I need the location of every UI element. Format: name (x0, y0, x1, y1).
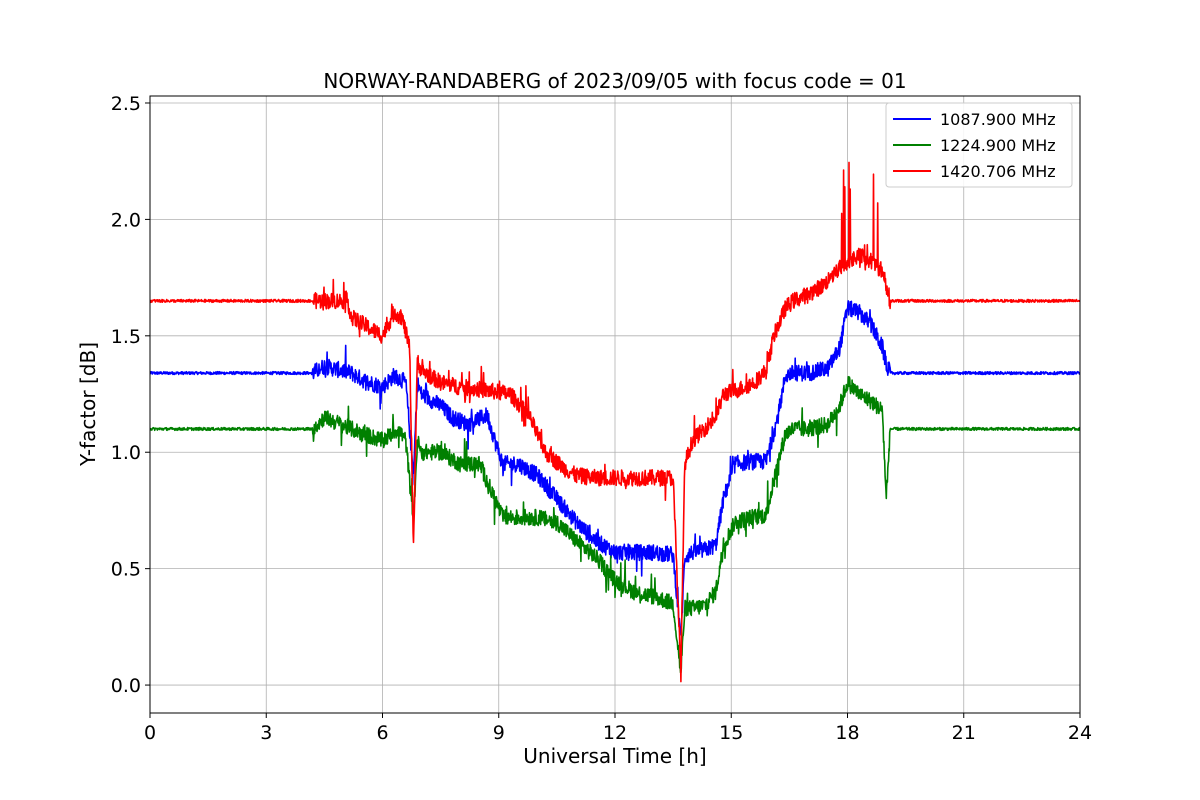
y-tick-label: 0.0 (111, 675, 141, 697)
x-tick-label: 9 (493, 722, 505, 744)
x-tick-label: 6 (376, 722, 388, 744)
series-line (150, 161, 1080, 683)
x-tick-label: 24 (1068, 722, 1092, 744)
x-tick-label: 12 (603, 722, 627, 744)
legend-entry-label: 1224.900 MHz (940, 136, 1056, 155)
y-tick-label: 2.5 (111, 93, 141, 115)
series-line (150, 300, 1080, 636)
legend-entry-label: 1420.706 MHz (940, 162, 1056, 181)
plot-area (150, 161, 1080, 683)
y-axis-label: Y-factor [dB] (76, 342, 100, 467)
x-axis-label: Universal Time [h] (523, 744, 706, 768)
y-tick-label: 2.0 (111, 209, 141, 231)
x-tick-label: 18 (835, 722, 859, 744)
legend-box (885, 102, 1073, 188)
legend: 1087.900 MHz 1224.900 MHz 1420.706 MHz (885, 102, 1073, 188)
series-line (150, 375, 1080, 674)
legend-entry-label: 1087.900 MHz (940, 110, 1056, 129)
x-tick-label: 0 (144, 722, 156, 744)
series-lines (150, 161, 1080, 683)
x-tick-label: 21 (952, 722, 976, 744)
axis-ticks: 0 3 6 9 12 15 18 21 24 0.0 0.5 1.0 1.5 2.0 2.5 (111, 93, 1092, 744)
y-tick-label: 1.5 (111, 326, 141, 348)
x-tick-label: 3 (260, 722, 272, 744)
chart-title: NORWAY-RANDABERG of 2023/09/05 with focu… (323, 69, 906, 93)
y-tick-label: 1.0 (111, 442, 141, 464)
y-tick-label: 0.5 (111, 559, 141, 581)
x-tick-label: 15 (719, 722, 743, 744)
